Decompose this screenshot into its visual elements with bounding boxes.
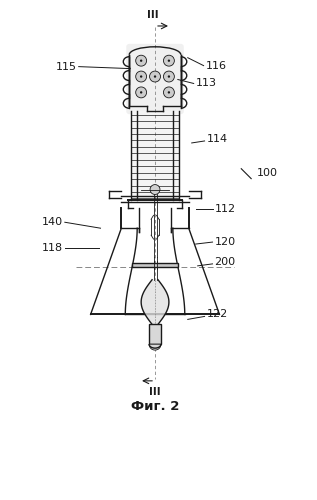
Circle shape xyxy=(136,55,146,66)
Circle shape xyxy=(164,71,174,82)
Text: 115: 115 xyxy=(56,62,77,72)
Bar xyxy=(149,324,161,344)
Circle shape xyxy=(168,76,170,78)
Text: 140: 140 xyxy=(42,217,63,227)
Circle shape xyxy=(136,71,146,82)
Text: 100: 100 xyxy=(257,168,278,177)
Wedge shape xyxy=(149,344,161,350)
Text: 114: 114 xyxy=(207,134,228,144)
Text: 120: 120 xyxy=(215,237,236,247)
Text: 116: 116 xyxy=(206,60,227,70)
Text: III: III xyxy=(149,387,161,397)
Circle shape xyxy=(150,184,160,194)
Circle shape xyxy=(150,71,160,82)
Bar xyxy=(131,111,179,200)
Bar xyxy=(132,263,178,267)
Text: 118: 118 xyxy=(42,243,63,253)
Text: 122: 122 xyxy=(207,310,228,320)
Text: 113: 113 xyxy=(196,78,217,88)
Text: III: III xyxy=(147,10,159,20)
Text: Фиг. 2: Фиг. 2 xyxy=(131,400,179,413)
Circle shape xyxy=(164,55,174,66)
Circle shape xyxy=(164,87,174,98)
Circle shape xyxy=(154,76,156,78)
FancyBboxPatch shape xyxy=(126,44,184,114)
Text: 200: 200 xyxy=(215,257,236,267)
Circle shape xyxy=(140,60,142,62)
Circle shape xyxy=(140,76,142,78)
Circle shape xyxy=(140,91,142,94)
Circle shape xyxy=(136,87,146,98)
Circle shape xyxy=(168,91,170,94)
Circle shape xyxy=(168,60,170,62)
Text: 112: 112 xyxy=(215,204,236,214)
